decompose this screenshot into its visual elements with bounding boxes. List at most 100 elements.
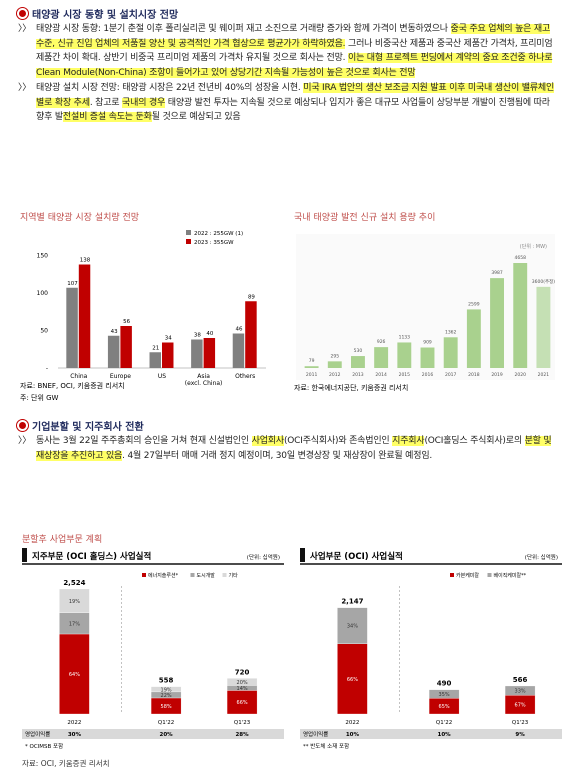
value-label: 4658	[515, 255, 527, 261]
bar	[203, 338, 216, 368]
segment-label: 35%	[439, 692, 450, 698]
segment-label: 14%	[237, 686, 248, 692]
legend-swatch	[487, 573, 492, 577]
margin-value: 10%	[438, 732, 452, 738]
legend-swatch	[186, 230, 191, 235]
text: (OCI홀딩스 주식회사)로의	[424, 436, 525, 446]
x-tick-label: Q1'22	[436, 720, 452, 726]
bar	[78, 264, 91, 368]
unit: (단위 : MW)	[520, 243, 547, 250]
x-tick-label: 2013	[352, 372, 364, 378]
total-label: 558	[159, 677, 174, 685]
x-tick-label: 2021	[538, 372, 550, 378]
value-label: 909	[423, 340, 432, 346]
value-label: 138	[80, 258, 91, 264]
total-label: 2,147	[341, 598, 363, 606]
x-tick-label: Asia (excl. China)	[185, 373, 223, 387]
value-label: 46	[235, 327, 242, 333]
segment-label: 64%	[69, 672, 80, 678]
segment-label: 58%	[161, 704, 172, 710]
chart-oci: 사업부문 (OCI) 사업실적 (단위: 십억원) 카본케미칼 베이직케미칼** 66%…	[300, 548, 562, 750]
total-label: 720	[235, 668, 250, 676]
value-label: 926	[377, 339, 386, 345]
bar	[149, 352, 161, 368]
margin-label: 영업이익률	[303, 730, 328, 738]
text: . 4월 27일부터 매매 거래 정지 예정이며, 30일 변경상장 및 재상장…	[122, 450, 433, 461]
unit: (단위: 십억원)	[525, 553, 558, 561]
bullet-mark: 〉〉	[18, 83, 32, 93]
x-tick-label: 2019	[491, 372, 503, 378]
section-heading: 기업분할 및 지주회사 전환	[16, 418, 558, 433]
x-tick-label: 2022	[67, 720, 81, 726]
bar	[232, 333, 245, 368]
highlighted-text: 국내의 경우	[122, 97, 166, 108]
text: . 참고로	[89, 97, 123, 108]
text: 동사는 3월 22일 주주총회의 승인을 거쳐 현재 신설법인인	[36, 436, 252, 446]
value-label: 3600(추정)	[532, 278, 555, 285]
y-tick-label: 100	[37, 290, 49, 297]
bar	[304, 366, 319, 368]
heading-text: 기업분할 및 지주회사 전환	[32, 422, 144, 433]
x-tick-label: 2015	[399, 372, 411, 378]
bar	[466, 309, 481, 368]
text: (OCI주식회사)와 존속법인인	[283, 436, 393, 446]
margin-value: 9%	[515, 732, 525, 738]
source: 자료: OCI, 키움증권 리서치	[22, 759, 110, 768]
bar	[490, 278, 504, 368]
title-tab	[300, 548, 305, 562]
segment-label: 17%	[69, 621, 80, 627]
value-label: 1362	[445, 329, 457, 335]
highlighted-text: 지주회사	[392, 436, 425, 446]
margin-row	[22, 729, 284, 739]
bullet-paragraph: 〉〉 태양광 설치 시장 전망: 태양광 시장은 22년 전년비 40%의 성장을…	[16, 81, 558, 125]
segment-label: 66%	[237, 700, 248, 706]
value-label: 34	[165, 336, 172, 342]
bar	[162, 342, 174, 368]
legend-swatch	[190, 573, 195, 577]
x-tick-label: Q1'23	[512, 720, 529, 726]
x-tick-label: 2012	[329, 372, 341, 378]
bar	[107, 335, 120, 368]
bar	[443, 337, 458, 368]
value-label: 3987	[491, 270, 503, 276]
legend-label: 카본케미칼	[456, 572, 479, 579]
note: ** 반도체 소재 포함	[303, 742, 349, 750]
legend-swatch	[222, 573, 227, 577]
x-tick-label: Q1'23	[234, 720, 251, 726]
bar-segment	[226, 678, 258, 686]
segment-label: 20%	[237, 680, 248, 686]
chart-title: 국내 태양광 발전 신규 설치 용량 추이	[294, 211, 435, 223]
y-tick-label: 50	[40, 328, 48, 335]
value-label: 43	[111, 329, 118, 335]
legend-label: 에너지솔루션*	[148, 572, 179, 579]
heading-text: 태양광 시장 동향 및 설치시장 전망	[32, 10, 179, 21]
segment-label: 19%	[69, 599, 80, 605]
x-tick-label: Europe	[110, 373, 131, 380]
highlighted-text: 전설비 증설 속도는 둔화	[62, 112, 152, 122]
legend-label: 2022 : 255GW (1)	[194, 231, 243, 237]
text: 태양광 설치 시장 전망: 태양광 시장은 22년 전년비 40%의 성장을 시…	[36, 83, 304, 93]
bar	[513, 263, 528, 368]
legend-label: 도시개발	[197, 572, 216, 579]
bar	[327, 361, 342, 368]
bar	[374, 347, 389, 368]
bar	[420, 347, 435, 368]
x-tick-label: Q1'22	[158, 720, 174, 726]
x-tick-label: Others	[235, 373, 255, 380]
chart-domestic: 국내 태양광 발전 신규 설치 용량 추이 (단위 : MW) 79 2011 295 2…	[294, 211, 555, 392]
margin-value: 20%	[160, 732, 174, 738]
total-label: 2,524	[63, 579, 85, 587]
x-tick-label: 2018	[468, 372, 480, 378]
y-tick-label: 150	[37, 253, 49, 260]
value-label: 1133	[399, 334, 411, 340]
legend-label: 기타	[229, 572, 239, 579]
x-tick-label: 2016	[422, 372, 434, 378]
bar	[191, 339, 203, 368]
segment-label: 34%	[347, 624, 358, 630]
x-tick-label: 2017	[445, 372, 457, 378]
segment-label: 19%	[161, 687, 172, 693]
x-tick-label: US	[158, 373, 166, 380]
bar-segment	[59, 588, 90, 613]
value-label: 107	[67, 281, 78, 287]
